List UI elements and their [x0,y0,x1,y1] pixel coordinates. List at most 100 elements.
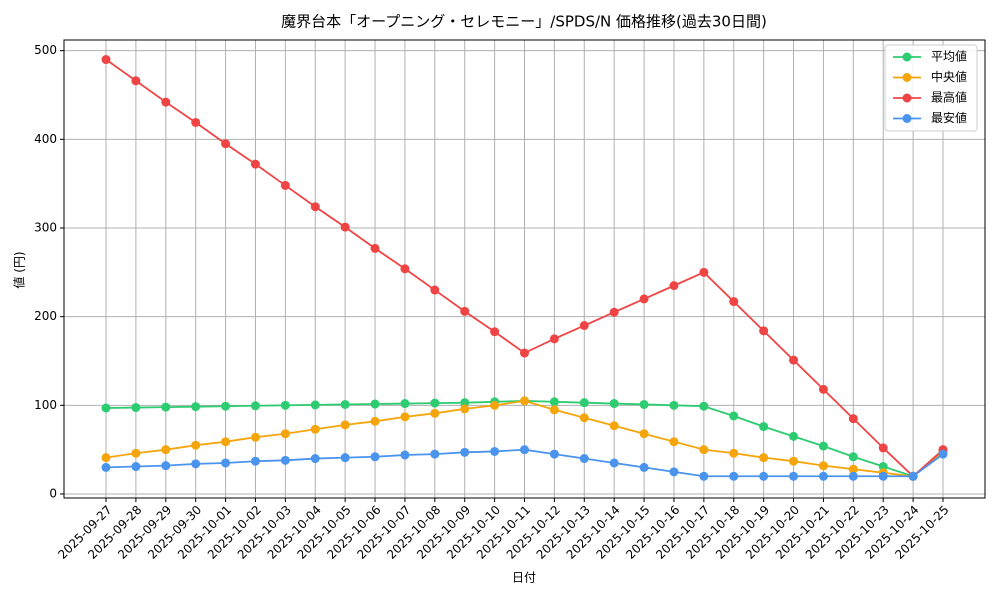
point [789,431,799,441]
point [370,452,380,462]
legend-marker [902,114,912,123]
point [191,402,201,412]
point [400,450,410,460]
y-tick-label: 200 [34,309,57,323]
point [280,455,290,465]
point [161,97,171,107]
point [818,461,828,471]
y-tick-label: 300 [34,220,57,234]
point [699,401,709,411]
point [131,403,141,413]
point [221,458,231,468]
point [460,306,470,316]
point [878,462,888,472]
point [579,413,589,423]
point [878,471,888,481]
point [848,471,858,481]
point [131,448,141,458]
point [400,264,410,274]
point [639,294,649,304]
point [101,453,111,463]
point [131,462,141,472]
point [520,445,529,455]
point [340,399,350,409]
y-axis-label: 値 (円) [12,251,27,288]
point [490,327,500,337]
plot-frame [63,39,986,499]
chart-title: 魔界台本「オープニング・セレモニー」/SPDS/N 価格推移(過去30日間) [281,13,767,31]
point [848,464,858,474]
point [430,449,440,459]
legend-marker [902,93,912,103]
point [460,404,470,414]
point [848,414,858,424]
point [460,447,470,457]
point [669,400,679,410]
point [609,458,619,468]
point [729,411,739,421]
point [340,222,350,232]
point [430,285,440,295]
point [759,471,769,481]
point [789,355,799,365]
point [490,400,500,410]
point [400,399,410,409]
point [818,441,828,451]
point [250,432,260,442]
legend-label: 平均値 [931,49,967,64]
legend-label: 中央値 [931,69,967,84]
point [101,403,111,413]
y-tick-label: 100 [34,398,57,412]
point [280,429,290,439]
point [699,267,709,277]
point [759,453,769,463]
point [729,297,739,307]
point [430,398,440,408]
point [609,399,619,409]
y-tick-label: 0 [49,487,57,501]
point [161,461,171,471]
point [549,405,559,415]
legend-label: 最高値 [931,90,967,105]
point [490,446,500,456]
point [161,402,171,412]
point [340,453,350,463]
point [280,400,290,410]
legend-marker [902,52,912,62]
point [460,398,470,408]
point [639,429,649,439]
point [878,443,888,453]
x-axis-label: 日付 [512,571,536,585]
point [729,448,739,458]
point [400,412,410,422]
point [609,307,619,317]
point [310,202,320,212]
legend-label: 最安値 [931,110,967,125]
point [221,437,231,447]
point [549,397,559,407]
point [729,471,739,481]
point [669,437,679,447]
point [848,452,858,462]
point [579,321,589,331]
point [280,180,290,190]
point [340,420,350,430]
point [101,55,111,65]
point [818,384,828,394]
point [101,462,111,472]
point [250,159,260,169]
point [310,400,320,410]
point [699,445,709,455]
point [759,326,769,336]
point [699,471,709,481]
y-tick-label: 400 [34,132,57,146]
point [549,449,559,459]
point [370,416,380,426]
point [609,421,619,431]
point [639,399,649,409]
point [310,454,320,464]
point [579,398,589,408]
point [191,117,201,127]
legend-marker [902,73,912,82]
